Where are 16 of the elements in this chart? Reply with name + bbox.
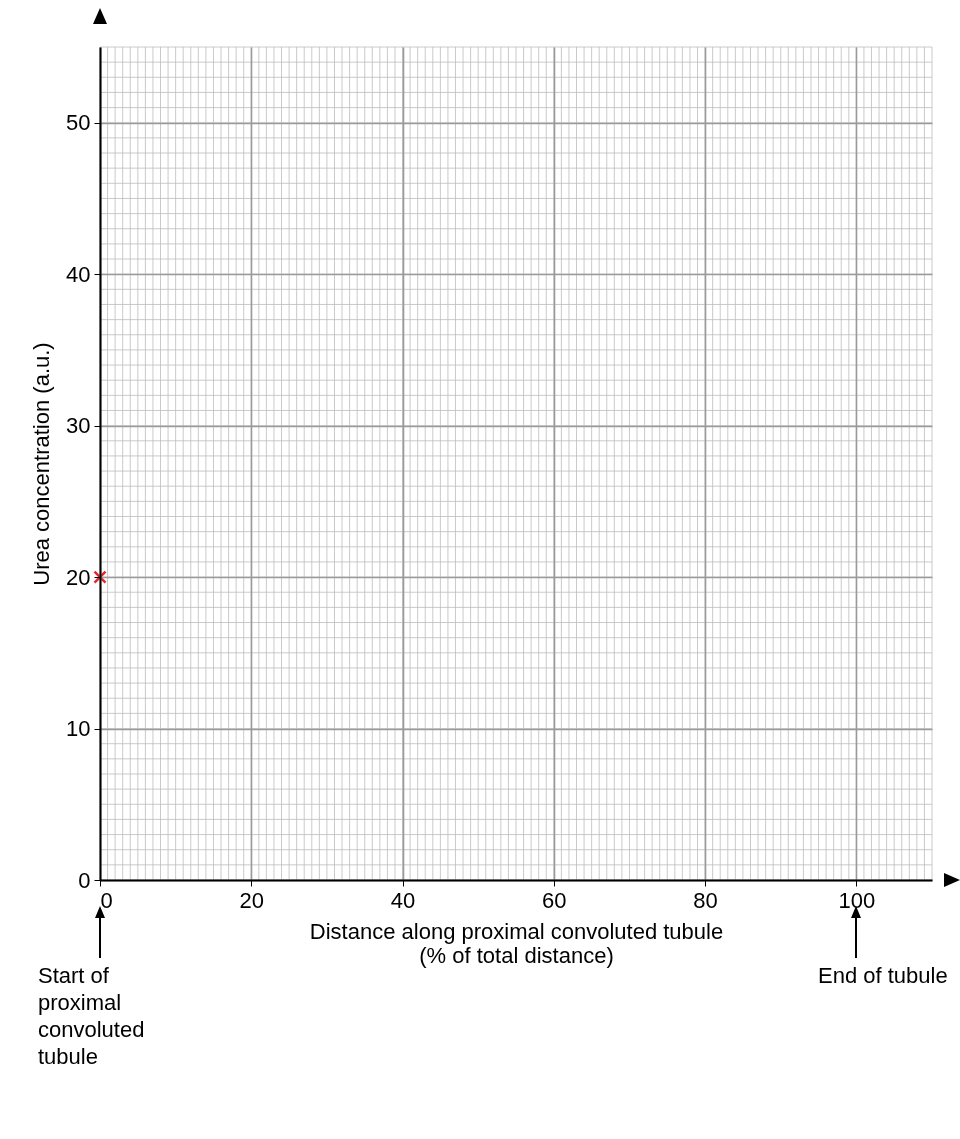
y-axis-title: Urea concentration (a.u.)	[29, 342, 55, 586]
x-tick-label: 100	[838, 887, 876, 913]
x-tick-label: 60	[542, 887, 567, 913]
y-tick-label: 30	[66, 413, 91, 439]
text: Start of proximal convoluted tubule	[38, 962, 146, 1070]
x-tick-label: 80	[693, 887, 718, 913]
y-tick-label: 10	[66, 716, 91, 742]
x-tick-label: 40	[390, 887, 416, 913]
y-tick-label: 40	[66, 261, 91, 287]
x-tick-label: 20	[239, 887, 265, 913]
y-tick-label: 50	[66, 110, 91, 136]
x-tick-label: 0	[100, 887, 113, 913]
y-tick-label: 20	[66, 564, 91, 590]
x-axis-title: Distance along proximal convoluted tubule (% of total distance)	[309, 918, 724, 968]
y-tick-label: 0	[78, 867, 91, 893]
text: End of tubule	[818, 962, 948, 989]
